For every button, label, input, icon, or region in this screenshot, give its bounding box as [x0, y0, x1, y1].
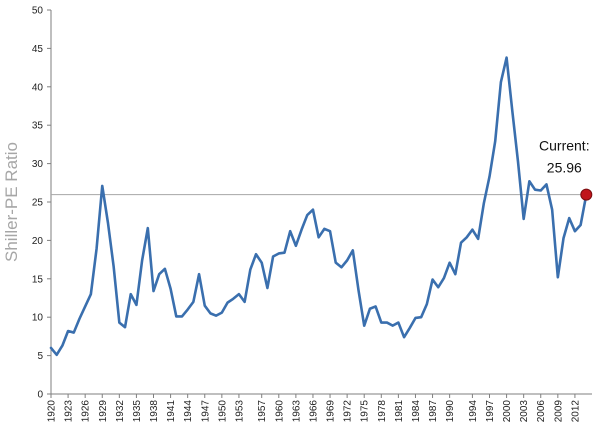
- x-tick-label: 1944: [183, 400, 194, 423]
- y-tick-label: 0: [37, 390, 43, 401]
- x-tick-label: 1990: [445, 400, 456, 423]
- y-tick-label: 35: [32, 121, 44, 132]
- x-tick-label: 2009: [553, 400, 564, 423]
- series-line-shiller-pe: [49, 56, 588, 357]
- x-tick-label: 1957: [257, 400, 268, 423]
- x-tick-label: 1997: [485, 400, 496, 423]
- x-tick-label: 2000: [502, 400, 513, 423]
- x-tick-label: 1926: [81, 400, 92, 423]
- x-tick-label: 1935: [132, 400, 143, 423]
- x-tick-label: 1984: [411, 400, 422, 423]
- x-tick-label: 1969: [326, 400, 337, 423]
- x-tick-label: 1932: [115, 400, 126, 423]
- x-tick-label: 2003: [519, 400, 530, 423]
- x-tick-label: 1972: [343, 400, 354, 423]
- current-annotation-value: 25.96: [547, 160, 582, 176]
- x-tick-label: 1987: [428, 400, 439, 423]
- x-tick-label: 1941: [166, 400, 177, 423]
- y-axis: 0 5 10 15 20 25 30 35 40 45 50 Shiller-PE Ratio: [2, 6, 52, 401]
- y-tick-label: 5: [37, 351, 43, 362]
- x-tick-label: 1963: [291, 400, 302, 423]
- current-annotation-label: Current:: [539, 138, 590, 154]
- x-tick-label: 1994: [468, 400, 479, 423]
- x-tick-label: 1953: [234, 400, 245, 423]
- y-tick-label: 45: [32, 44, 44, 55]
- x-ticks: 1920 1923 1926 1929 1932 1935 1938 1941 1944 1947…: [47, 394, 581, 423]
- x-tick-label: 2012: [570, 400, 581, 423]
- x-tick-label: 1981: [394, 400, 405, 423]
- x-tick-label: 1975: [360, 400, 371, 423]
- y-tick-label: 30: [32, 159, 44, 170]
- x-tick-label: 1966: [308, 400, 319, 423]
- y-tick-label: 15: [32, 274, 44, 285]
- current-value-marker: [580, 188, 593, 201]
- x-tick-label: 1938: [149, 400, 160, 423]
- x-tick-label: 1920: [47, 400, 58, 423]
- x-tick-label: 1929: [98, 400, 109, 423]
- y-axis-title: Shiller-PE Ratio: [2, 142, 21, 262]
- x-tick-label: 1947: [200, 400, 211, 423]
- x-tick-label: 1923: [64, 400, 75, 423]
- y-tick-label: 50: [32, 6, 44, 17]
- x-axis: 1920 1923 1926 1929 1932 1935 1938 1941 1944 1947…: [47, 393, 592, 423]
- y-tick-label: 40: [32, 82, 44, 93]
- y-tick-label: 25: [32, 198, 44, 209]
- x-tick-label: 1978: [377, 400, 388, 423]
- y-tick-label: 20: [32, 236, 44, 247]
- y-ticks: 0 5 10 15 20 25 30 35 40 45 50: [32, 6, 51, 401]
- x-tick-label: 2006: [536, 400, 547, 423]
- y-tick-label: 10: [32, 313, 44, 324]
- x-tick-label: 1950: [217, 400, 228, 423]
- x-tick-label: 1960: [274, 400, 285, 423]
